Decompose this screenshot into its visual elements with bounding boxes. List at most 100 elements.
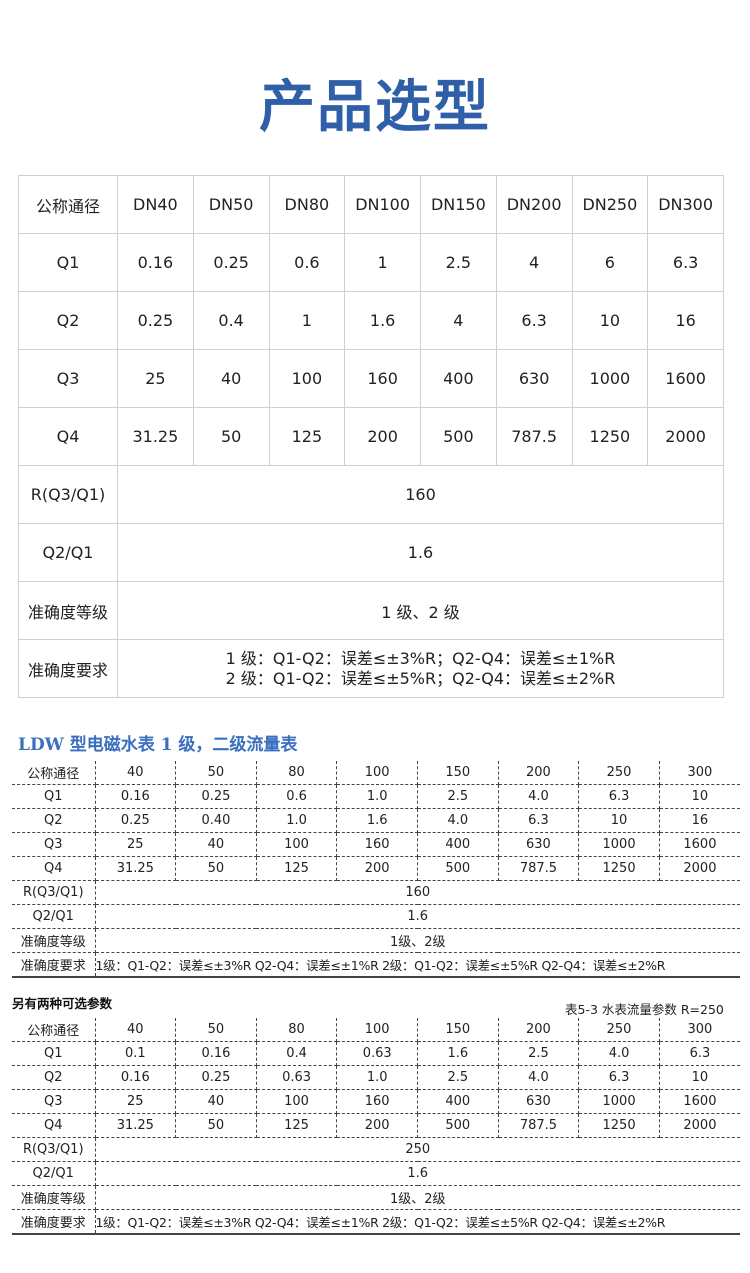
table-cell: 1.0 xyxy=(256,808,338,833)
table-cell: 4.0 xyxy=(498,1065,580,1090)
table-cell: 4.0 xyxy=(498,784,580,809)
table-cell: 31.25 xyxy=(95,856,177,881)
table-cell: 787.5 xyxy=(498,1113,580,1138)
table-row: 准确度要求 1级：Q1-Q2：误差≤±3%R Q2-Q4：误差≤±1%R 2级：Q… xyxy=(12,1209,740,1235)
row-label: 公称通径 xyxy=(12,1018,96,1042)
row-label: 准确度等级 xyxy=(12,1185,96,1210)
table-cell: 500 xyxy=(417,1113,499,1138)
table-row: Q4 31.25 50 125 200 500 787.5 1250 2000 xyxy=(12,856,740,881)
column-header: 150 xyxy=(417,761,499,785)
table-cell: 2.5 xyxy=(498,1041,580,1066)
table-cell: 787.5 xyxy=(498,856,580,881)
table-row: Q1 0.16 0.25 0.6 1 2.5 4 6 6.3 xyxy=(18,233,724,292)
table-cell: 1.6 xyxy=(336,808,418,833)
table-cell: 6.3 xyxy=(495,291,573,350)
table-row: 准确度等级 1级、2级 xyxy=(12,1185,740,1210)
row-label: Q3 xyxy=(18,349,118,408)
table-row: Q4 31.25 50 125 200 500 787.5 1250 2000 xyxy=(12,1113,740,1138)
table-cell: 0.16 xyxy=(95,784,177,809)
column-header: 200 xyxy=(498,761,580,785)
table-cell: 25 xyxy=(95,832,177,857)
row-label: Q1 xyxy=(12,1041,96,1066)
table-cell: 1250 xyxy=(578,856,660,881)
table-cell: 100 xyxy=(268,349,346,408)
table-cell: 1600 xyxy=(659,832,740,857)
column-header: DN80 xyxy=(268,175,346,234)
table-row: Q2 0.25 0.40 1.0 1.6 4.0 6.3 10 16 xyxy=(12,808,740,833)
table-row: 准确度要求 1 级：Q1-Q2：误差≤±3%R；Q2-Q4：误差≤±1%R 2 级… xyxy=(18,639,724,698)
table-cell: 0.1 xyxy=(95,1041,177,1066)
table-cell: 6.3 xyxy=(647,233,724,292)
merged-value-cell: 1级：Q1-Q2：误差≤±3%R Q2-Q4：误差≤±1%R 2级：Q1-Q2：… xyxy=(95,1209,740,1235)
table-cell: 6.3 xyxy=(578,784,660,809)
table-cell: 1.0 xyxy=(336,784,418,809)
table-cell: 2.5 xyxy=(417,784,499,809)
table-cell: 200 xyxy=(344,407,421,466)
column-header: 300 xyxy=(659,761,740,785)
table-cell: 31.25 xyxy=(95,1113,177,1138)
table-row: Q2/Q1 1.6 xyxy=(12,1161,740,1186)
column-header: 40 xyxy=(95,1018,177,1042)
table-cell: 630 xyxy=(498,1089,580,1114)
table-cell: 0.25 xyxy=(117,291,194,350)
table-cell: 1000 xyxy=(578,1089,660,1114)
table-cell: 6.3 xyxy=(659,1041,740,1066)
column-header: DN150 xyxy=(420,175,497,234)
table-cell: 4.0 xyxy=(417,808,499,833)
table-cell: 0.40 xyxy=(175,808,257,833)
column-header: DN250 xyxy=(571,175,649,234)
table-cell: 400 xyxy=(417,1089,499,1114)
optional-params-label: 另有两种可选参数 xyxy=(12,996,113,1011)
table-cell: 0.6 xyxy=(268,233,346,292)
table-cell: 10 xyxy=(659,784,740,809)
row-label: Q2 xyxy=(12,1065,96,1090)
row-label: Q4 xyxy=(12,1113,96,1138)
table-cell: 50 xyxy=(192,407,270,466)
table-cell: 6 xyxy=(571,233,649,292)
table-cell: 40 xyxy=(175,1089,257,1114)
row-label: Q2 xyxy=(12,808,96,833)
table-row: Q2 0.25 0.4 1 1.6 4 6.3 10 16 xyxy=(18,291,724,350)
table-cell: 0.16 xyxy=(95,1065,177,1090)
table-cell: 25 xyxy=(117,349,194,408)
table-cell: 16 xyxy=(647,291,724,350)
table-row: 准确度等级 1级、2级 xyxy=(12,928,740,953)
column-header: DN50 xyxy=(192,175,270,234)
table-cell: 100 xyxy=(256,832,338,857)
merged-value-cell: 160 xyxy=(95,880,740,905)
table-header-row: 公称通径 DN40 DN50 DN80 DN100 DN150 DN200 DN250 DN30… xyxy=(18,175,724,234)
table-cell: 160 xyxy=(336,1089,418,1114)
merged-value-cell: 1级、2级 xyxy=(95,1185,740,1210)
merged-value-cell: 250 xyxy=(95,1137,740,1162)
section-subtitle: LDW 型电磁水表 1 级，二级流量表 xyxy=(18,735,298,755)
table-cell: 4.0 xyxy=(578,1041,660,1066)
row-label: Q2/Q1 xyxy=(12,1161,96,1186)
table-row: Q1 0.1 0.16 0.4 0.63 1.6 2.5 4.0 6.3 xyxy=(12,1041,740,1066)
column-header: 80 xyxy=(256,1018,338,1042)
table-cell: 1 xyxy=(344,233,421,292)
table-cell: 100 xyxy=(256,1089,338,1114)
merged-value-cell: 1.6 xyxy=(95,904,740,929)
table-row: Q3 25 40 100 160 400 630 1000 1600 xyxy=(12,832,740,857)
row-label: Q3 xyxy=(12,832,96,857)
flow-table-r160: 公称通径 40 50 80 100 150 200 250 300 Q1 0.16 0.25 0.6 1.… xyxy=(12,761,740,978)
column-header: 50 xyxy=(175,1018,257,1042)
table-header-row: 公称通径 40 50 80 100 150 200 250 300 xyxy=(12,1018,740,1042)
merged-value-cell: 1 级：Q1-Q2：误差≤±3%R；Q2-Q4：误差≤±1%R 2 级：Q1-Q… xyxy=(117,639,724,698)
row-label: Q2/Q1 xyxy=(12,904,96,929)
merged-value-cell: 1级、2级 xyxy=(95,928,740,953)
table-cell: 1.0 xyxy=(336,1065,418,1090)
table-cell: 4 xyxy=(420,291,497,350)
merged-value-cell: 1.6 xyxy=(117,523,724,582)
row-label: 公称通径 xyxy=(18,175,118,234)
table-row: Q2/Q1 1.6 xyxy=(12,904,740,929)
row-label: 准确度要求 xyxy=(18,639,118,698)
table-cell: 500 xyxy=(420,407,497,466)
table-caption: 表5-3 水表流量参数 R=250 xyxy=(565,1002,724,1017)
table-cell: 1250 xyxy=(578,1113,660,1138)
table-cell: 160 xyxy=(336,832,418,857)
column-header: 50 xyxy=(175,761,257,785)
table-cell: 1000 xyxy=(578,832,660,857)
table-cell: 50 xyxy=(175,856,257,881)
table-cell: 10 xyxy=(659,1065,740,1090)
